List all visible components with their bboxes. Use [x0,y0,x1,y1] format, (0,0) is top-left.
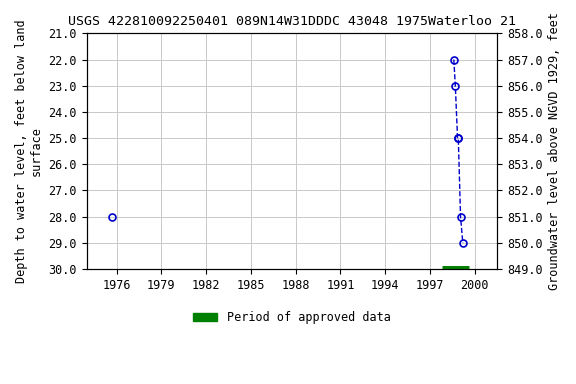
Legend: Period of approved data: Period of approved data [189,307,395,329]
Y-axis label: Depth to water level, feet below land
surface: Depth to water level, feet below land su… [15,19,43,283]
Y-axis label: Groundwater level above NGVD 1929, feet: Groundwater level above NGVD 1929, feet [548,12,561,290]
Title: USGS 422810092250401 089N14W31DDDC 43048 1975Waterloo 21: USGS 422810092250401 089N14W31DDDC 43048… [68,15,516,28]
